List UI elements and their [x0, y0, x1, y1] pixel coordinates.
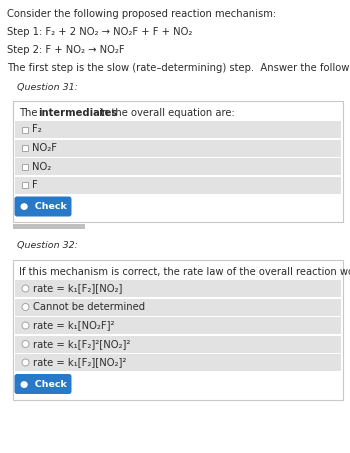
Bar — [15, 317, 341, 334]
Bar — [15, 336, 341, 352]
FancyBboxPatch shape — [14, 197, 71, 217]
Bar — [13, 101, 343, 222]
Text: ●  Check: ● Check — [20, 202, 66, 211]
Text: Consider the following proposed reaction mechanism:: Consider the following proposed reaction… — [7, 9, 276, 19]
Bar — [15, 120, 341, 121]
Bar — [15, 156, 341, 158]
Bar — [22, 126, 28, 132]
Circle shape — [22, 304, 29, 310]
Text: rate = k₁[F₂][NO₂]: rate = k₁[F₂][NO₂] — [33, 284, 122, 294]
Text: The: The — [19, 108, 41, 118]
Bar — [15, 299, 341, 315]
Text: Cannot be determined: Cannot be determined — [33, 302, 145, 312]
Text: Question 32:: Question 32: — [17, 241, 78, 250]
Bar — [15, 280, 341, 297]
Bar — [15, 297, 341, 299]
Bar — [15, 334, 341, 336]
Text: NO₂F: NO₂F — [32, 143, 57, 153]
Bar — [15, 315, 341, 317]
Bar — [22, 164, 28, 169]
Text: F: F — [32, 180, 38, 190]
Text: F₂: F₂ — [32, 125, 42, 135]
Bar — [15, 121, 341, 138]
Text: rate = k₁[F₂][NO₂]²: rate = k₁[F₂][NO₂]² — [33, 357, 126, 367]
Bar — [13, 224, 85, 229]
Bar — [15, 352, 341, 354]
Bar — [15, 177, 341, 193]
Text: intermediates: intermediates — [38, 108, 117, 118]
Bar — [22, 182, 28, 188]
Circle shape — [22, 359, 29, 366]
Bar — [15, 140, 341, 156]
FancyBboxPatch shape — [14, 374, 71, 394]
Text: NO₂: NO₂ — [32, 162, 51, 172]
Text: rate = k₁[F₂]²[NO₂]²: rate = k₁[F₂]²[NO₂]² — [33, 339, 130, 349]
Bar — [15, 158, 341, 175]
Circle shape — [22, 285, 29, 292]
Text: The first step is the slow (rate–determining) step.  Answer the following questi: The first step is the slow (rate–determi… — [7, 63, 350, 73]
Bar — [15, 354, 341, 371]
Bar — [13, 260, 343, 400]
Text: Question 31:: Question 31: — [17, 83, 78, 92]
Text: rate = k₁[NO₂F]²: rate = k₁[NO₂F]² — [33, 321, 114, 331]
Text: Step 2: F + NO₂ → NO₂F: Step 2: F + NO₂ → NO₂F — [7, 45, 125, 55]
Bar — [15, 175, 341, 177]
Text: If this mechanism is correct, the rate law of the overall reaction would be: If this mechanism is correct, the rate l… — [19, 267, 350, 277]
Text: Step 1: F₂ + 2 NO₂ → NO₂F + F + NO₂: Step 1: F₂ + 2 NO₂ → NO₂F + F + NO₂ — [7, 27, 192, 37]
Bar — [22, 145, 28, 151]
Circle shape — [22, 322, 29, 329]
Bar — [15, 279, 341, 280]
Text: in the overall equation are:: in the overall equation are: — [96, 108, 235, 118]
Bar — [15, 138, 341, 140]
Circle shape — [22, 341, 29, 347]
Text: ●  Check: ● Check — [20, 380, 66, 389]
